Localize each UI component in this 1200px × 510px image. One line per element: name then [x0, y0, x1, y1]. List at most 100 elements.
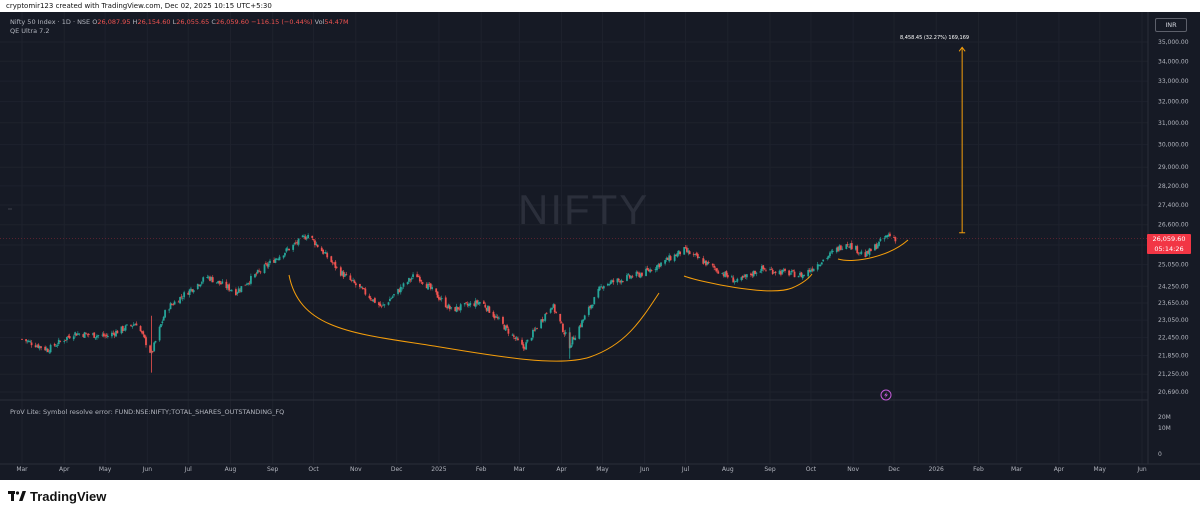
- candle-body: [770, 269, 773, 270]
- candle-body: [307, 234, 310, 239]
- candle-body: [822, 259, 825, 262]
- candle-body: [874, 244, 876, 251]
- candle-body: [68, 336, 71, 339]
- candle-body: [551, 307, 553, 310]
- candle-body: [769, 269, 771, 271]
- candle-body: [344, 274, 346, 277]
- candle-body: [410, 278, 413, 280]
- candle-body: [857, 252, 860, 254]
- candle-body: [48, 351, 51, 353]
- current-price-value: 26,059.60: [1152, 235, 1186, 243]
- candle-body: [330, 256, 333, 263]
- candle-body: [383, 304, 386, 306]
- dots-marker: [8, 208, 12, 210]
- candle-body: [650, 270, 653, 272]
- legend-change: −116.15 (−0.44%): [251, 18, 313, 26]
- candle-body: [717, 271, 720, 274]
- candle-body: [323, 252, 326, 254]
- caption-text: cryptomir123 created with TradingView.co…: [6, 2, 272, 10]
- candle-body: [371, 300, 374, 301]
- candle-body: [131, 325, 134, 327]
- candle-body: [294, 242, 297, 244]
- candle-body: [773, 272, 776, 274]
- candle-body: [673, 254, 676, 261]
- candle-body: [21, 338, 23, 340]
- candle-body: [638, 273, 641, 277]
- candle-body: [235, 289, 237, 296]
- candle-body: [468, 304, 470, 307]
- candle-body: [401, 287, 404, 289]
- candle-body: [628, 275, 631, 278]
- candle-body: [687, 250, 690, 253]
- candle-body: [94, 337, 97, 339]
- candle-body: [439, 298, 442, 300]
- tradingview-logo[interactable]: TradingView: [8, 488, 106, 504]
- candle-body: [841, 248, 844, 250]
- chart-svg[interactable]: 35,000.00 34,000.00 33,000.00 32,000.00 31,0…: [0, 12, 1200, 480]
- candle-body: [66, 336, 68, 341]
- candle-body: [703, 261, 706, 263]
- candle-body: [597, 288, 600, 298]
- candle-body: [83, 332, 86, 338]
- candle-body: [27, 340, 30, 342]
- candle-body: [780, 271, 782, 275]
- candle-body: [744, 274, 747, 277]
- candle-body: [818, 265, 820, 266]
- candle-body: [894, 237, 897, 242]
- candle-body: [444, 297, 447, 308]
- candle-body: [314, 240, 316, 246]
- candle-body: [427, 283, 429, 290]
- candle-body: [751, 273, 754, 276]
- candle-body: [220, 283, 222, 285]
- candle-body: [402, 283, 405, 287]
- candle-body: [106, 335, 109, 337]
- candle-body: [285, 248, 288, 252]
- candle-body: [123, 329, 126, 331]
- candle-body: [698, 257, 701, 259]
- time-tick-label: Apr: [59, 466, 70, 473]
- candle-body: [360, 286, 363, 288]
- candle-body: [418, 276, 421, 282]
- candle-body: [91, 333, 94, 335]
- candle-body: [889, 233, 891, 237]
- time-tick-label: Oct: [806, 466, 817, 473]
- candle-body: [173, 301, 176, 305]
- price-tick-label: 21,850.00: [1158, 353, 1189, 360]
- candle-body: [304, 236, 307, 240]
- candle-body: [511, 334, 514, 336]
- legend-symbol[interactable]: Nifty 50 Index · 1D · NSE: [10, 18, 91, 26]
- currency-button[interactable]: INR: [1155, 18, 1187, 32]
- candle-body: [649, 269, 652, 273]
- candle-body: [635, 271, 638, 277]
- candle-body: [187, 292, 190, 295]
- candle-body: [808, 270, 811, 272]
- candle-body: [78, 333, 81, 335]
- candle-body: [431, 287, 434, 289]
- candle-body: [590, 304, 593, 309]
- price-tick-label: 24,250.00: [1158, 283, 1189, 290]
- candle-body: [886, 235, 889, 238]
- candle-body: [726, 274, 729, 278]
- candle-body: [807, 270, 810, 277]
- legend-high: 26,154.60: [137, 18, 171, 26]
- candle-body: [774, 271, 777, 274]
- candle-body: [666, 258, 669, 260]
- candle-body: [782, 269, 785, 272]
- candle-body: [839, 245, 842, 250]
- chart-background[interactable]: [0, 12, 1200, 480]
- time-tick-label: Aug: [722, 466, 734, 473]
- candle-body: [297, 238, 300, 245]
- candle-body: [245, 284, 248, 286]
- candle-body: [284, 252, 286, 256]
- candle-body: [259, 271, 262, 273]
- time-tick-label: Apr: [556, 466, 567, 473]
- candle-body: [40, 346, 42, 348]
- candle-body: [199, 284, 202, 287]
- candle-body: [275, 258, 278, 260]
- time-tick-label: Nov: [847, 466, 859, 473]
- candle-body: [379, 303, 382, 307]
- candle-body: [37, 344, 40, 348]
- candle-body: [525, 342, 528, 350]
- candle-body: [38, 345, 41, 349]
- legend-indicator[interactable]: QE Ultra 7.2: [10, 27, 50, 35]
